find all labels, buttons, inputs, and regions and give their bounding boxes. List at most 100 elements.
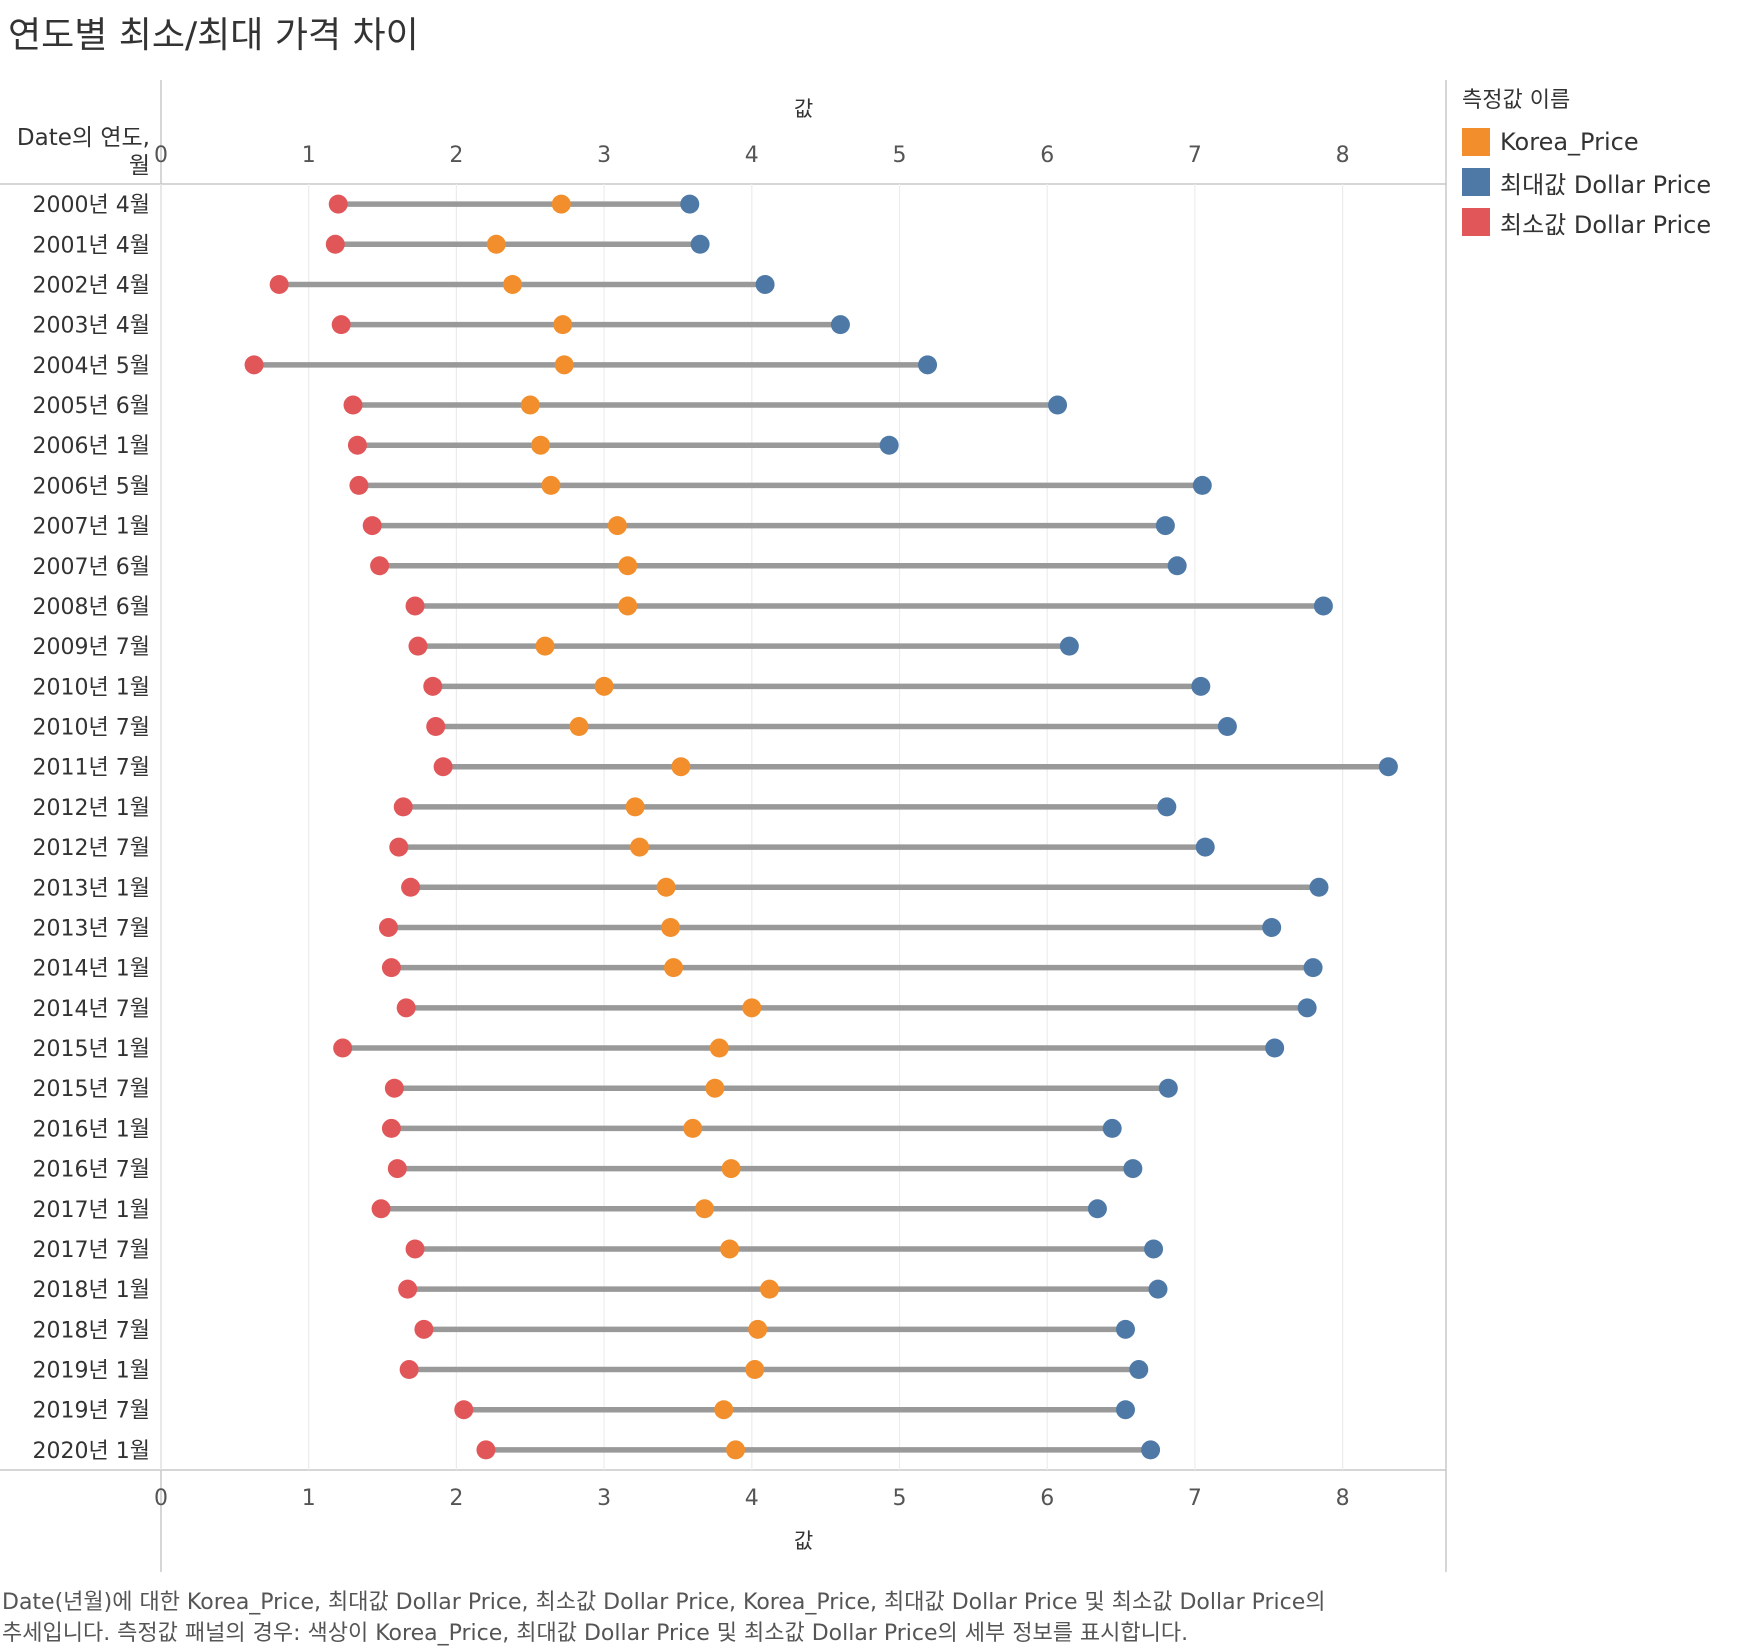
x-tick-label-bottom: 0 xyxy=(154,1486,168,1511)
data-point xyxy=(378,917,398,937)
data-point xyxy=(1148,1279,1168,1299)
data-point xyxy=(331,315,351,335)
row-label: 2006년 5월 xyxy=(33,474,150,499)
legend-title: 측정값 이름 xyxy=(1462,88,1571,113)
data-point xyxy=(423,676,443,696)
data-point xyxy=(1191,676,1211,696)
data-point xyxy=(618,596,638,616)
data-point xyxy=(535,636,555,656)
row-label: 2005년 6월 xyxy=(33,394,150,419)
row-label: 2013년 7월 xyxy=(33,916,150,941)
data-point xyxy=(371,1199,391,1219)
row-label: 2017년 1월 xyxy=(33,1198,150,1223)
x-tick-label-bottom: 2 xyxy=(449,1486,463,1511)
data-point xyxy=(742,998,762,1018)
data-point xyxy=(503,274,523,294)
data-point xyxy=(690,234,710,254)
data-point xyxy=(720,1239,740,1259)
data-point xyxy=(705,1078,725,1098)
x-tick-label-bottom: 8 xyxy=(1336,1486,1350,1511)
row-label: 2012년 1월 xyxy=(33,796,150,821)
x-tick-label-top: 1 xyxy=(302,143,316,168)
data-point xyxy=(393,797,413,817)
x-axis-title-bottom: 값 xyxy=(794,1529,813,1553)
row-label: 2018년 1월 xyxy=(33,1278,150,1303)
x-axis-top: 값 0 1 2 3 4 5 6 7 8 xyxy=(154,97,1350,168)
data-point xyxy=(405,596,425,616)
row-label: 2016년 7월 xyxy=(33,1158,150,1183)
data-point xyxy=(721,1159,741,1179)
data-point xyxy=(1217,717,1237,737)
data-point xyxy=(343,395,363,415)
data-point xyxy=(531,435,551,455)
x-tick-label-bottom: 6 xyxy=(1040,1486,1054,1511)
x-tick-label-bottom: 5 xyxy=(893,1486,907,1511)
data-point xyxy=(1155,516,1175,536)
data-point xyxy=(1129,1360,1149,1380)
data-point xyxy=(1313,596,1333,616)
data-point xyxy=(695,1199,715,1219)
data-point xyxy=(269,274,289,294)
data-point xyxy=(607,516,627,536)
data-point xyxy=(396,998,416,1018)
data-point xyxy=(680,194,700,214)
data-point xyxy=(1195,837,1215,857)
row-label: 2007년 1월 xyxy=(33,515,150,540)
row-label: 2013년 1월 xyxy=(33,876,150,901)
x-tick-label-top: 3 xyxy=(597,143,611,168)
data-point xyxy=(349,475,369,495)
row-label: 2008년 6월 xyxy=(33,595,150,620)
data-point xyxy=(1167,556,1187,576)
row-label: 2020년 1월 xyxy=(33,1439,150,1464)
data-point xyxy=(1192,475,1212,495)
data-point xyxy=(709,1038,729,1058)
data-point xyxy=(1303,958,1323,978)
data-point xyxy=(384,1078,404,1098)
row-label: 2011년 7월 xyxy=(33,756,150,781)
caption-line-1: Date(년월)에 대한 Korea_Price, 최대값 Dollar Pri… xyxy=(2,1590,1326,1615)
data-point xyxy=(1157,797,1177,817)
chart-frame xyxy=(0,80,1447,1572)
data-point xyxy=(414,1319,434,1339)
row-label: 2019년 7월 xyxy=(33,1399,150,1424)
x-tick-label-bottom: 4 xyxy=(745,1486,759,1511)
x-tick-label-top: 0 xyxy=(154,143,168,168)
data-point xyxy=(328,194,348,214)
row-label: 2018년 7월 xyxy=(33,1318,150,1343)
data-points xyxy=(244,194,1398,1460)
row-label: 2002년 4월 xyxy=(33,273,150,298)
data-point xyxy=(1123,1159,1143,1179)
row-header: Date의 연도, 월 xyxy=(17,125,150,179)
data-point xyxy=(553,315,573,335)
row-label: 2009년 7월 xyxy=(33,635,150,660)
data-point xyxy=(1262,917,1282,937)
legend-item-min-dollar-price[interactable]: 최소값 Dollar Price xyxy=(1462,202,1711,242)
x-tick-label-top: 2 xyxy=(449,143,463,168)
data-point xyxy=(1102,1118,1122,1138)
x-tick-label-bottom: 1 xyxy=(302,1486,316,1511)
data-point xyxy=(594,676,614,696)
data-point xyxy=(683,1118,703,1138)
row-label: 2017년 7월 xyxy=(33,1238,150,1263)
data-point xyxy=(520,395,540,415)
data-point xyxy=(879,435,899,455)
data-point xyxy=(745,1360,765,1380)
data-point xyxy=(347,435,367,455)
x-tick-label-top: 7 xyxy=(1188,143,1202,168)
row-label: 2014년 1월 xyxy=(33,957,150,982)
data-point xyxy=(476,1440,496,1460)
data-point xyxy=(333,1038,353,1058)
data-point xyxy=(569,717,589,737)
data-point xyxy=(381,1118,401,1138)
legend-item-korea-price[interactable]: Korea_Price xyxy=(1462,122,1711,162)
data-point xyxy=(1309,877,1329,897)
row-label: 2015년 7월 xyxy=(33,1077,150,1102)
row-header-label: Date의 연도, 월 xyxy=(17,125,150,179)
data-point xyxy=(381,958,401,978)
data-point xyxy=(726,1440,746,1460)
legend-swatch xyxy=(1462,128,1490,156)
legend-item-max-dollar-price[interactable]: 최대값 Dollar Price xyxy=(1462,162,1711,202)
caption-line-2: 추세입니다. 측정값 패널의 경우: 색상이 Korea_Price, 최대값 … xyxy=(2,1621,1189,1646)
row-label: 2014년 7월 xyxy=(33,997,150,1022)
range-lines xyxy=(254,201,1389,1453)
